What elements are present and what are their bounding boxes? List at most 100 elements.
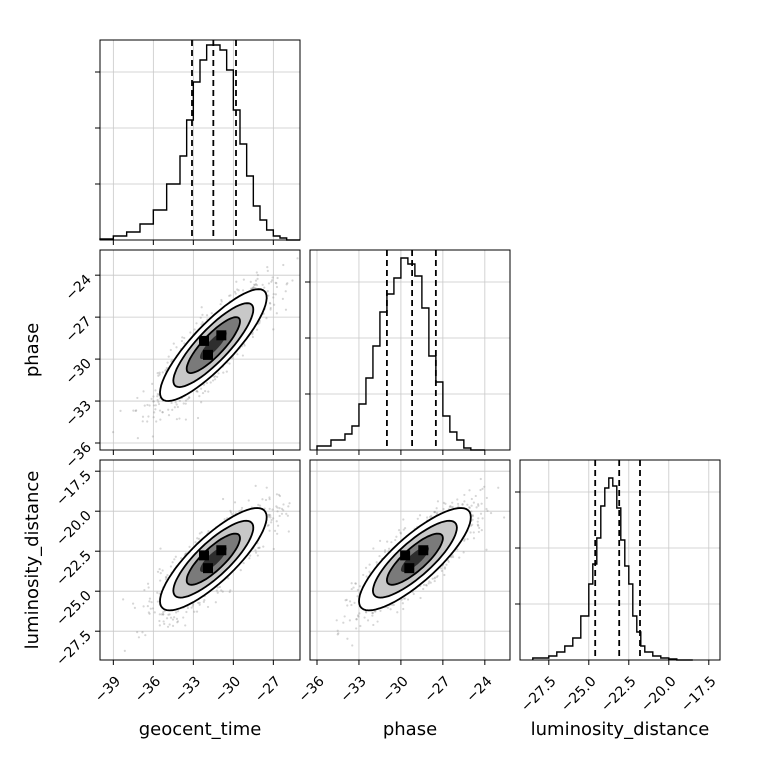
sample-point	[147, 415, 150, 418]
sample-point	[136, 437, 139, 440]
sample-point	[282, 509, 285, 512]
sample-point	[175, 346, 178, 349]
sample-point	[285, 512, 288, 515]
sample-point	[239, 568, 242, 572]
sample-point	[223, 518, 226, 521]
sample-point	[111, 431, 115, 434]
sample-point	[371, 611, 374, 615]
sample-point	[458, 556, 461, 559]
sample-point	[221, 497, 225, 501]
sample-point	[161, 569, 164, 572]
x-axis-label-luminosity_distance: luminosity_distance	[531, 719, 710, 740]
sample-point	[182, 616, 185, 619]
sample-point	[374, 610, 377, 613]
xtick-label: −30	[380, 674, 412, 706]
sample-point	[266, 269, 269, 272]
sample-point	[336, 629, 339, 632]
sample-point	[193, 610, 196, 613]
sample-point	[169, 616, 173, 619]
sample-point	[350, 587, 353, 591]
sample-point	[285, 283, 288, 286]
sample-point	[442, 501, 445, 504]
sample-point	[249, 287, 253, 290]
sample-point	[182, 402, 185, 405]
sample-point	[189, 331, 192, 334]
sample-point	[434, 576, 437, 579]
sample-point	[445, 563, 448, 566]
sample-point	[161, 411, 164, 414]
sample-point	[162, 620, 165, 623]
histogram-phase	[316, 257, 485, 451]
sample-point	[202, 600, 205, 603]
sample-point	[262, 545, 265, 548]
xtick-label: −20.0	[638, 674, 680, 716]
sample-point	[171, 624, 175, 627]
ytick-label: −20.0	[53, 508, 95, 550]
sample-point	[147, 611, 150, 614]
sample-point	[229, 511, 233, 514]
sample-point	[166, 361, 169, 364]
sample-point	[346, 637, 349, 640]
sample-point	[228, 294, 231, 297]
sample-point	[300, 503, 302, 505]
sample-point	[503, 516, 506, 519]
sample-point	[480, 502, 483, 505]
sample-point	[418, 514, 422, 517]
sample-point	[181, 336, 184, 339]
sample-point	[354, 582, 357, 585]
sample-point	[480, 528, 483, 532]
sample-point	[152, 395, 155, 398]
sample-point	[243, 344, 246, 347]
sample-point	[193, 328, 196, 331]
sample-point	[173, 558, 176, 561]
sample-point	[266, 289, 269, 293]
sample-point	[211, 379, 215, 382]
sample-point	[169, 348, 172, 352]
sample-point	[162, 611, 165, 614]
sample-point	[236, 353, 239, 356]
sample-point	[401, 602, 404, 605]
sample-point	[132, 409, 135, 412]
sample-point	[203, 599, 206, 602]
sample-point	[433, 577, 436, 580]
sample-point	[266, 266, 269, 269]
sample-point	[256, 273, 259, 277]
sample-point	[197, 601, 200, 604]
sample-point	[425, 584, 428, 587]
sample-point	[276, 524, 280, 527]
sample-point	[469, 531, 472, 534]
sample-point	[184, 399, 188, 402]
xtick-label: −39	[92, 674, 124, 706]
sample-point	[268, 498, 271, 501]
sample-point	[254, 484, 257, 488]
sample-point	[363, 616, 366, 619]
sample-point	[372, 623, 375, 627]
sample-point	[195, 390, 198, 393]
sample-point	[268, 529, 271, 532]
sample-point	[220, 298, 223, 302]
sample-point	[242, 278, 245, 281]
sample-point	[229, 509, 232, 512]
sample-point	[422, 587, 425, 591]
sample-point	[163, 622, 166, 625]
sample-point	[343, 615, 346, 618]
contour-line	[159, 507, 268, 612]
sample-point	[272, 547, 275, 551]
sample-point	[419, 596, 422, 600]
sample-point	[186, 398, 189, 401]
sample-point	[164, 369, 167, 372]
sample-point	[251, 287, 254, 290]
sample-point	[271, 279, 274, 282]
sample-point	[153, 411, 156, 414]
sample-point	[452, 555, 455, 559]
sample-point	[280, 507, 284, 510]
sample-point	[216, 591, 219, 594]
sample-point	[155, 420, 158, 423]
sample-point	[355, 618, 358, 621]
sample-point	[456, 548, 459, 551]
sample-point	[167, 355, 170, 358]
sample-point	[477, 530, 480, 534]
sample-point	[267, 294, 270, 297]
sample-point	[158, 619, 161, 623]
sample-point	[288, 502, 291, 505]
